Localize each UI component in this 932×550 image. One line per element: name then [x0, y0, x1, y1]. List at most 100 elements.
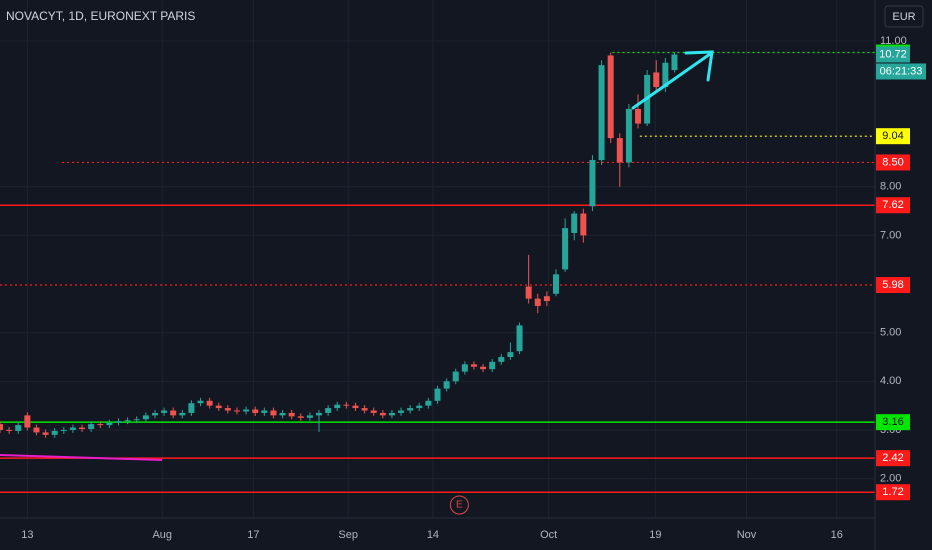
candle-body	[88, 424, 95, 429]
candle-body	[562, 228, 569, 270]
candle-body	[352, 405, 359, 409]
arrow-head	[684, 50, 714, 82]
candle-body	[197, 400, 204, 404]
candle-body	[534, 298, 541, 306]
price-labels: 10.769.048.507.625.983.162.421.7210.7206…	[876, 44, 926, 501]
candle-body	[543, 296, 550, 302]
y-tick-label: 7.00	[880, 229, 901, 241]
candle-body	[662, 62, 669, 88]
chart-title: NOVACYT, 1D, EURONEXT PARIS	[6, 9, 195, 23]
candle-body	[170, 410, 177, 416]
candle-body	[379, 412, 386, 416]
x-tick-label: 17	[247, 529, 259, 541]
level-label-box	[876, 128, 910, 145]
candle-body	[261, 410, 268, 413]
level-label: 2.42	[882, 452, 903, 464]
candle-body	[6, 429, 13, 431]
candle-body	[124, 420, 131, 422]
candle-body	[334, 404, 341, 409]
level-label-box	[876, 484, 910, 501]
candle-body	[516, 325, 523, 352]
axes: 11.008.007.005.004.003.002.0013Aug17Sep1…	[21, 35, 907, 541]
level-label: 3.16	[882, 416, 903, 428]
candle-body	[51, 430, 58, 435]
x-tick-label: Oct	[540, 529, 557, 541]
candle-body	[434, 388, 441, 401]
event-label: E	[456, 500, 463, 511]
candle-body	[452, 371, 459, 382]
candle-body	[288, 412, 295, 417]
y-tick-label: 11.00	[880, 35, 907, 47]
y-tick-label: 2.00	[880, 473, 901, 485]
level-label-box	[876, 197, 910, 214]
candle-body	[552, 274, 559, 294]
x-tick-label: 13	[21, 529, 33, 541]
level-label: 9.04	[882, 130, 903, 142]
candle-body	[115, 421, 122, 423]
candle-body	[425, 400, 432, 406]
candle-body	[42, 432, 49, 435]
candle-body	[79, 427, 86, 429]
candle-body	[361, 408, 368, 411]
x-tick-label: 19	[649, 529, 661, 541]
candle-body	[33, 427, 40, 433]
candle-body	[635, 108, 642, 124]
candle-body	[316, 412, 323, 416]
candle-body	[398, 410, 405, 413]
candle-body	[470, 364, 477, 367]
candle-body	[489, 361, 496, 370]
candle-body	[142, 415, 149, 420]
x-tick-label: 14	[427, 529, 439, 541]
candles	[0, 52, 678, 438]
candle-body	[297, 416, 304, 418]
candle-body	[343, 404, 350, 406]
candle-body	[653, 72, 660, 88]
candle-body	[607, 55, 614, 139]
currency-box	[884, 5, 924, 28]
candle-body	[0, 424, 3, 430]
candle-body	[480, 366, 487, 370]
candle-body	[60, 429, 67, 431]
candle-body	[233, 410, 240, 412]
candle-body	[589, 160, 596, 207]
candle-body	[224, 408, 231, 411]
candle-body	[625, 108, 632, 163]
candle-body	[306, 415, 313, 418]
candle-body	[671, 54, 678, 71]
candle-body	[206, 400, 213, 406]
grid	[0, 0, 875, 518]
y-tick-label: 4.00	[880, 375, 901, 387]
candle-body	[252, 409, 259, 413]
candle-body	[24, 415, 31, 428]
last-price-box	[876, 46, 910, 63]
candle-body	[243, 409, 250, 412]
candle-body	[270, 410, 277, 416]
candle-body	[370, 410, 377, 413]
arrow-shaft	[631, 52, 712, 110]
candle-body	[416, 405, 423, 409]
level-label-box	[876, 450, 910, 467]
x-tick-label: 16	[831, 529, 843, 541]
candle-body	[161, 410, 168, 413]
arrow-annotation	[631, 50, 714, 110]
countdown: 06:21:33	[880, 65, 923, 77]
candle-body	[407, 408, 414, 411]
candle-body	[215, 405, 222, 409]
candle-body	[443, 381, 450, 389]
candle-body	[97, 424, 104, 426]
candle-body	[69, 427, 76, 430]
countdown-box	[876, 63, 926, 80]
level-label-box	[876, 154, 910, 171]
candle-body	[188, 403, 195, 413]
candle-body	[15, 425, 22, 431]
candle-body	[461, 364, 468, 372]
level-label: 8.50	[882, 156, 903, 168]
event-marker	[449, 495, 469, 515]
candle-body	[325, 408, 332, 413]
candle-body	[616, 138, 623, 163]
candle-body	[571, 213, 578, 233]
level-label-box	[876, 414, 910, 431]
candle-body	[179, 412, 186, 416]
